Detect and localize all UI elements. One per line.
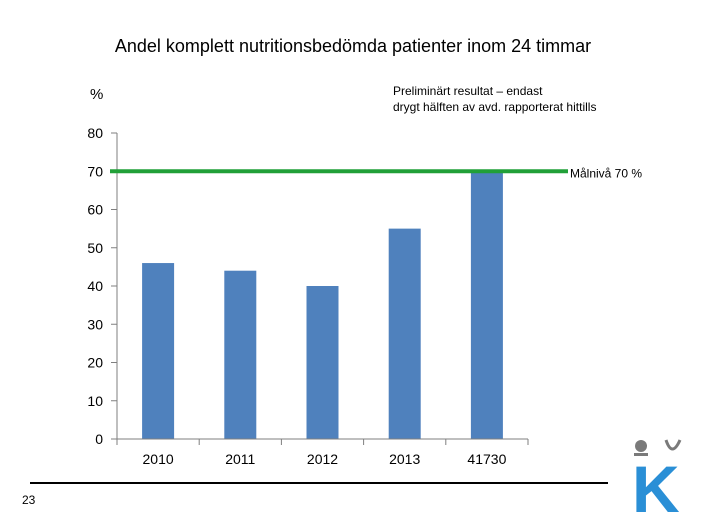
y-tick-label-10: 10 xyxy=(87,393,103,409)
k-logo: K xyxy=(632,439,682,514)
target-group: Målnivå 70 % xyxy=(110,166,642,180)
bar-2012 xyxy=(306,286,339,439)
x-tick-label-2012: 2012 xyxy=(307,451,338,467)
y-axis: 0 10 20 30 40 50 60 70 80 xyxy=(87,125,118,447)
y-tick-label-20: 20 xyxy=(87,355,103,371)
y-tick-label-40: 40 xyxy=(87,278,103,294)
target-label: Målnivå 70 % xyxy=(570,166,642,180)
bar-2010 xyxy=(142,263,175,439)
footer-divider xyxy=(30,482,608,484)
y-tick-label-0: 0 xyxy=(95,431,103,447)
y-tick-label-70: 70 xyxy=(87,163,103,179)
bar-2011 xyxy=(224,270,257,439)
preliminary-note-line-1: Preliminärt resultat – endast xyxy=(393,84,543,98)
preliminary-note: Preliminärt resultat – endast drygt hälf… xyxy=(393,83,596,115)
x-tick-label-2010: 2010 xyxy=(143,451,174,467)
logo-letter: K xyxy=(632,452,680,514)
slide-number: 23 xyxy=(22,493,36,507)
x-axis: 2010 2011 2012 2013 41730 xyxy=(116,438,529,467)
x-tick-label-2013: 2013 xyxy=(389,451,420,467)
y-tick-label-60: 60 xyxy=(87,202,103,218)
x-tick-label-41730: 41730 xyxy=(467,451,506,467)
chart-title: Andel komplett nutritionsbedömda patient… xyxy=(114,36,592,56)
preliminary-note-line-2: drygt hälften av avd. rapporterat hittil… xyxy=(393,100,597,114)
bar-2013 xyxy=(388,228,421,439)
bars-group xyxy=(142,171,503,439)
y-tick-label-50: 50 xyxy=(87,240,103,256)
bar-41730 xyxy=(470,171,503,439)
crown-icon xyxy=(634,439,682,456)
y-axis-unit-label: % xyxy=(90,86,104,103)
y-tick-label-30: 30 xyxy=(87,316,103,332)
y-tick-label-80: 80 xyxy=(87,125,103,141)
x-tick-label-2011: 2011 xyxy=(225,451,255,467)
